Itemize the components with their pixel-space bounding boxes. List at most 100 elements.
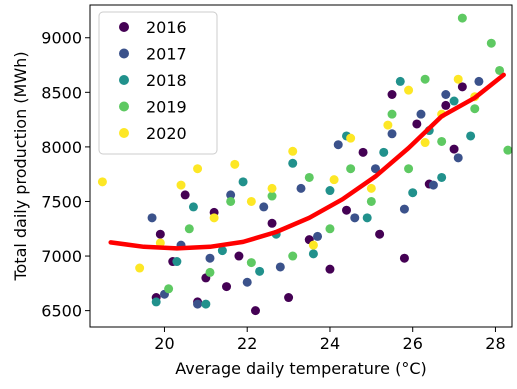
- data-point: [288, 158, 298, 168]
- data-point: [428, 180, 438, 190]
- data-point: [387, 90, 397, 100]
- data-point: [453, 74, 463, 84]
- data-point: [399, 253, 409, 263]
- scatter-points: [97, 13, 513, 316]
- data-point: [97, 177, 107, 187]
- data-point: [333, 140, 343, 150]
- series-2019: [164, 13, 513, 294]
- data-point: [201, 299, 211, 309]
- legend-label: 2017: [146, 45, 187, 64]
- y-tick-label: 9000: [41, 29, 82, 48]
- legend-label: 2019: [146, 98, 187, 117]
- data-point: [176, 180, 186, 190]
- data-point: [259, 202, 269, 212]
- ticks: 20 22 24 26 28 6500 7000 7500 8000 8500 9000: [41, 29, 505, 353]
- data-point: [238, 177, 248, 187]
- data-point: [404, 85, 414, 95]
- data-point: [350, 213, 360, 223]
- legend-box: [98, 11, 218, 155]
- data-point: [255, 266, 265, 276]
- data-point: [180, 190, 190, 200]
- data-point: [366, 196, 376, 206]
- y-tick-label: 7500: [41, 192, 82, 211]
- data-point: [420, 74, 430, 84]
- data-point: [246, 196, 256, 206]
- data-point: [246, 258, 256, 268]
- data-point: [346, 133, 356, 143]
- data-point: [147, 213, 157, 223]
- data-point: [288, 146, 298, 156]
- data-point: [308, 240, 318, 250]
- data-point: [420, 138, 430, 148]
- data-point: [342, 205, 352, 215]
- legend: 2016 2017 2018 2019 2020: [98, 11, 218, 155]
- data-point: [155, 229, 165, 239]
- data-point: [441, 100, 451, 110]
- data-point: [437, 136, 447, 146]
- data-point: [217, 246, 227, 256]
- legend-marker: [119, 22, 129, 32]
- data-point: [362, 213, 372, 223]
- data-point: [267, 191, 277, 201]
- data-point: [449, 96, 459, 106]
- data-point: [296, 183, 306, 193]
- data-point: [457, 82, 467, 92]
- data-point: [383, 120, 393, 130]
- data-point: [242, 277, 252, 287]
- data-point: [457, 13, 467, 23]
- data-point: [437, 172, 447, 182]
- data-point: [358, 147, 368, 157]
- data-point: [399, 204, 409, 214]
- data-point: [250, 306, 260, 316]
- data-point: [412, 119, 422, 129]
- data-point: [230, 159, 240, 169]
- data-point: [503, 145, 513, 155]
- data-point: [135, 263, 145, 273]
- data-point: [226, 190, 236, 200]
- data-point: [193, 299, 203, 309]
- data-point: [453, 153, 463, 163]
- y-axis-label: Total daily production (MWh): [11, 51, 30, 281]
- x-tick-label: 26: [403, 334, 423, 353]
- data-point: [193, 164, 203, 174]
- data-point: [495, 65, 505, 75]
- series-2020: [97, 74, 480, 273]
- legend-marker: [119, 48, 129, 59]
- data-point: [188, 202, 198, 212]
- data-point: [164, 284, 174, 294]
- data-point: [474, 76, 484, 86]
- fit-curve-layer: [108, 72, 506, 251]
- x-tick-label: 22: [237, 334, 257, 353]
- legend-marker: [119, 128, 129, 138]
- legend-marker: [119, 101, 129, 112]
- data-point: [308, 249, 318, 259]
- axes: [89, 4, 513, 328]
- x-axis-label: Average daily temperature (°C): [175, 359, 427, 378]
- data-point: [466, 131, 476, 141]
- plot-frame: [89, 4, 513, 328]
- x-tick-label: 28: [485, 334, 505, 353]
- data-point: [346, 164, 356, 174]
- legend-label: 2016: [146, 18, 187, 37]
- data-point: [226, 196, 236, 206]
- data-point: [209, 213, 219, 223]
- y-tick-label: 8500: [41, 83, 82, 102]
- data-point: [404, 164, 414, 174]
- data-point: [304, 172, 314, 182]
- data-point: [222, 282, 232, 292]
- data-point: [370, 164, 380, 174]
- data-point: [325, 264, 335, 274]
- x-tick-label: 24: [320, 334, 340, 353]
- data-point: [325, 186, 335, 196]
- data-point: [486, 38, 496, 48]
- fit-curve: [108, 72, 506, 251]
- data-point: [288, 251, 298, 261]
- y-tick-label: 8000: [41, 138, 82, 157]
- data-point: [172, 257, 182, 267]
- data-point: [375, 229, 385, 239]
- data-point: [267, 218, 277, 228]
- data-point: [155, 238, 165, 248]
- data-point: [379, 147, 389, 157]
- data-point: [284, 293, 294, 303]
